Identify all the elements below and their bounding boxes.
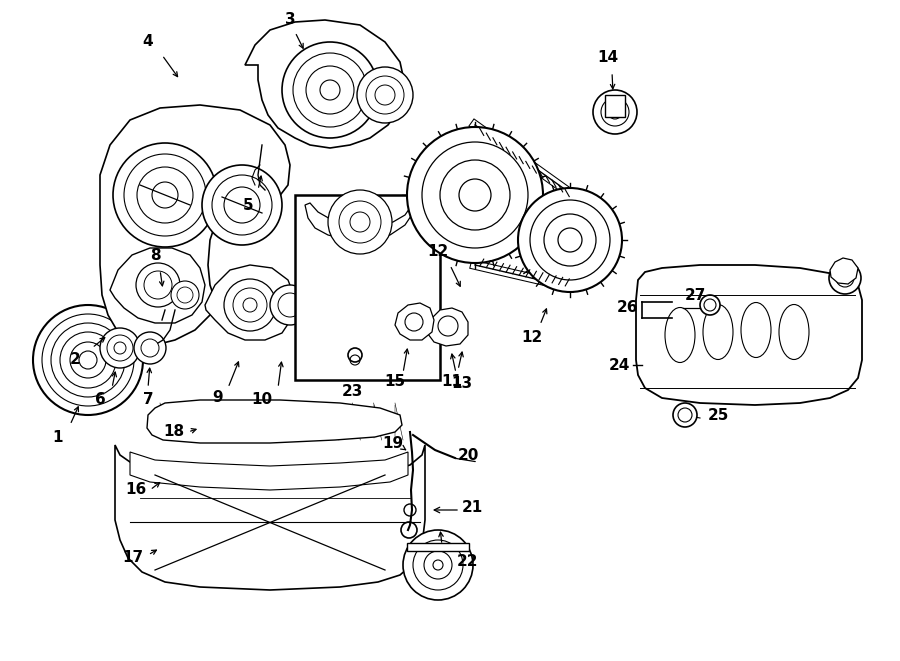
Text: 23: 23 [341,385,363,399]
Text: 24: 24 [608,358,630,373]
Circle shape [113,143,217,247]
Circle shape [282,42,378,138]
Text: 12: 12 [521,330,543,346]
Circle shape [100,328,140,368]
Polygon shape [830,258,858,284]
Circle shape [403,530,473,600]
Text: 15: 15 [384,375,406,389]
Text: 14: 14 [598,50,618,65]
Circle shape [33,305,143,415]
Text: 9: 9 [212,391,223,405]
Polygon shape [205,265,295,340]
Circle shape [328,190,392,254]
Bar [407,543,469,551]
Polygon shape [100,105,290,345]
Circle shape [270,285,310,325]
Polygon shape [636,265,862,405]
Circle shape [407,127,543,263]
Polygon shape [245,20,405,148]
Circle shape [700,295,720,315]
Ellipse shape [741,303,771,358]
Text: 2: 2 [69,352,80,368]
Text: 13: 13 [452,375,472,391]
Circle shape [136,263,180,307]
Polygon shape [130,452,408,490]
Circle shape [433,560,443,570]
Text: 6: 6 [94,393,105,407]
Circle shape [357,67,413,123]
Text: 18: 18 [164,424,184,440]
Text: 21: 21 [462,500,482,516]
Polygon shape [395,303,434,340]
Circle shape [673,403,697,427]
Polygon shape [110,248,205,323]
Text: 8: 8 [149,247,160,262]
Ellipse shape [779,305,809,360]
Circle shape [134,332,166,364]
Circle shape [224,279,276,331]
Circle shape [401,522,417,538]
Polygon shape [305,195,418,240]
Text: 27: 27 [684,288,706,303]
Circle shape [518,188,622,292]
Text: 3: 3 [284,13,295,28]
Text: 19: 19 [382,436,403,451]
Text: 4: 4 [143,34,153,50]
Ellipse shape [665,307,695,362]
Polygon shape [147,400,402,443]
Circle shape [404,504,416,516]
Circle shape [829,262,861,294]
Text: 1: 1 [53,430,63,444]
Text: 26: 26 [617,301,639,315]
Circle shape [593,90,637,134]
Circle shape [348,348,362,362]
Text: 22: 22 [457,555,479,570]
Bar [605,95,625,117]
Text: 7: 7 [143,393,153,407]
Text: 25: 25 [707,407,729,422]
Text: 20: 20 [457,447,479,463]
Text: 16: 16 [125,483,147,498]
Text: 17: 17 [122,551,144,566]
Text: 11: 11 [442,375,463,389]
Polygon shape [115,445,425,590]
Text: 10: 10 [251,393,273,407]
Text: 12: 12 [428,245,448,260]
Bar [295,195,440,380]
Circle shape [171,281,199,309]
Circle shape [202,165,282,245]
Ellipse shape [703,305,733,360]
Polygon shape [428,308,468,346]
Text: 5: 5 [243,198,253,212]
